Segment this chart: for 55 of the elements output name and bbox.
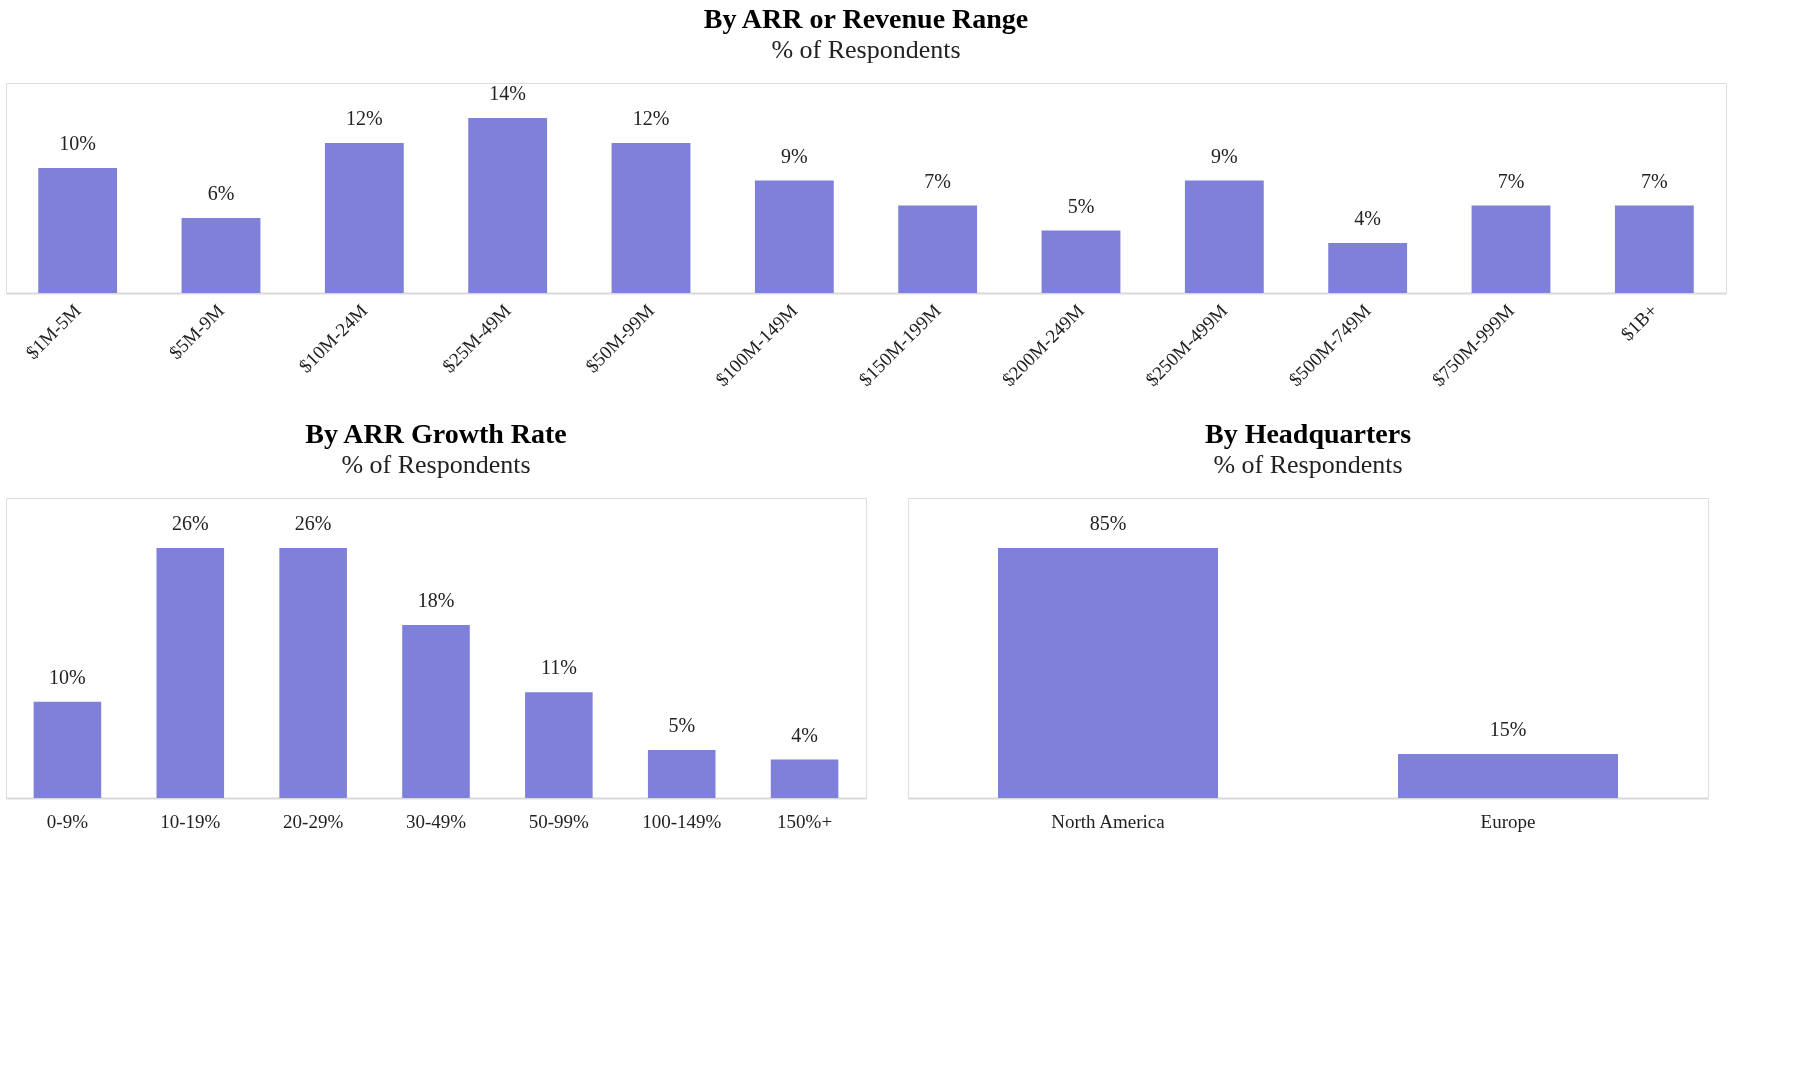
bar: [611, 143, 691, 293]
data-label: 26%: [294, 512, 332, 534]
bar: [770, 759, 839, 798]
x-tick-label: 10-19%: [160, 810, 221, 832]
data-label: 26%: [171, 512, 209, 534]
x-tick-label: Europe: [1480, 810, 1536, 832]
bar: [402, 624, 470, 798]
chart-title: By ARR Growth Rate: [305, 418, 567, 449]
data-label: 4%: [791, 723, 818, 746]
data-label: 10%: [49, 665, 86, 688]
data-label: 10%: [59, 132, 96, 154]
x-tick-label: 20-29%: [283, 810, 344, 832]
bar: [898, 205, 978, 293]
chart-subtitle: % of Respondents: [771, 35, 961, 64]
bar: [1471, 205, 1551, 293]
chart-title: By ARR or Revenue Range: [703, 3, 1029, 34]
chart-subtitle: % of Respondents: [1213, 450, 1403, 479]
data-label: 18%: [417, 588, 455, 611]
data-label: 5%: [668, 713, 696, 736]
bar: [1041, 230, 1121, 293]
data-label: 7%: [924, 169, 951, 192]
data-label: 15%: [1489, 717, 1527, 740]
data-label: 11%: [540, 656, 577, 679]
bar: [33, 701, 102, 798]
x-tick-label: 0-9%: [46, 810, 89, 832]
bar: [279, 548, 347, 798]
x-tick-label: 50-99%: [528, 810, 590, 832]
data-label: 5%: [1067, 194, 1095, 217]
bar: [1184, 180, 1264, 293]
x-tick-label: 100-149%: [642, 810, 722, 832]
chart-title: By Headquarters: [1204, 418, 1412, 449]
x-tick-label: 150%+: [777, 810, 833, 832]
data-label: 85%: [1089, 512, 1127, 534]
data-label: 12%: [632, 107, 670, 129]
data-label: 7%: [1497, 169, 1525, 192]
bar: [1614, 205, 1694, 293]
x-tick-label: 30-49%: [405, 810, 467, 832]
data-label: 14%: [489, 82, 526, 104]
bar: [324, 143, 404, 293]
bar: [38, 168, 118, 293]
bar: [647, 749, 716, 798]
bar: [468, 118, 548, 293]
bar: [754, 180, 834, 293]
x-tick-label: North America: [1051, 810, 1166, 832]
chart-subtitle: % of Respondents: [341, 450, 531, 479]
data-label: 6%: [207, 182, 235, 204]
bar: [525, 692, 593, 798]
data-label: 7%: [1641, 169, 1668, 192]
data-label: 9%: [1211, 144, 1238, 167]
data-label: 4%: [1354, 207, 1381, 229]
bar: [1328, 243, 1408, 293]
data-label: 12%: [346, 107, 383, 129]
data-label: 9%: [781, 144, 808, 167]
bar: [156, 548, 225, 798]
bar: [181, 218, 261, 293]
